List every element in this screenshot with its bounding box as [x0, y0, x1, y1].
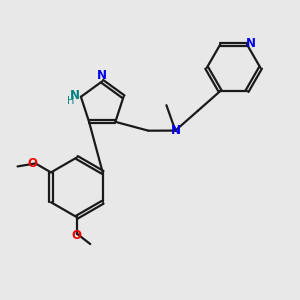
Text: N: N [70, 89, 80, 102]
Text: O: O [28, 157, 38, 170]
Text: H: H [68, 96, 75, 106]
Text: N: N [246, 37, 256, 50]
Text: O: O [72, 229, 82, 242]
Text: N: N [170, 124, 180, 137]
Text: N: N [97, 69, 107, 82]
